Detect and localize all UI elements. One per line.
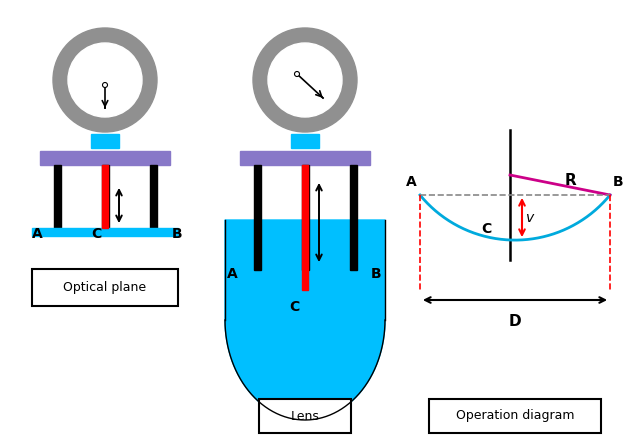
Text: A: A (227, 267, 237, 281)
Text: Operation diagram: Operation diagram (456, 409, 574, 423)
Text: C: C (91, 227, 101, 241)
Circle shape (295, 71, 300, 77)
Bar (102, 165, 108, 228)
Bar (240, 151, 370, 165)
Bar (91, 134, 119, 148)
Text: A: A (406, 175, 417, 189)
Text: B: B (371, 267, 382, 281)
Text: B: B (613, 175, 624, 189)
Bar (150, 165, 157, 228)
Text: B: B (172, 227, 183, 241)
Bar (40, 151, 170, 165)
Text: Optical plane: Optical plane (64, 281, 147, 295)
Text: R: R (565, 172, 577, 187)
Bar (32, 228, 178, 236)
Bar (302, 165, 308, 290)
Bar (302, 165, 309, 270)
FancyBboxPatch shape (259, 399, 351, 433)
Text: C: C (289, 300, 299, 314)
Circle shape (68, 43, 142, 117)
Polygon shape (225, 220, 385, 420)
Text: C: C (482, 222, 492, 236)
Text: Lens: Lens (291, 409, 319, 423)
FancyBboxPatch shape (429, 399, 601, 433)
Circle shape (102, 82, 107, 88)
Circle shape (53, 28, 157, 132)
Circle shape (253, 28, 357, 132)
Bar (254, 165, 261, 270)
Bar (291, 134, 319, 148)
Text: A: A (32, 227, 43, 241)
Text: v: v (526, 210, 534, 225)
Bar (350, 165, 357, 270)
Text: D: D (509, 314, 521, 329)
Bar (102, 165, 109, 228)
Circle shape (268, 43, 342, 117)
FancyBboxPatch shape (32, 269, 178, 306)
Bar (54, 165, 61, 228)
